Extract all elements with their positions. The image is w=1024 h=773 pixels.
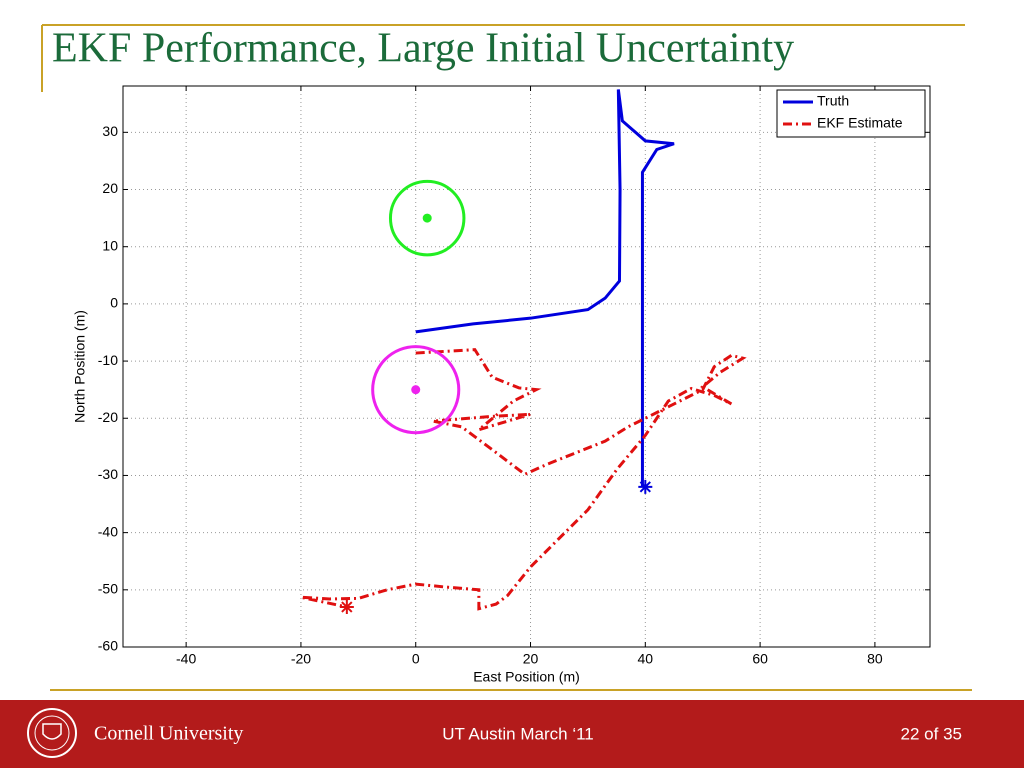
x-tick-label: 20 xyxy=(523,651,539,667)
y-tick-label: -40 xyxy=(98,523,118,539)
y-tick-label: 0 xyxy=(110,295,118,311)
footer-event: UT Austin March ‘11 xyxy=(442,724,594,743)
y-tick-label: -30 xyxy=(98,466,118,482)
uncertainty-circle xyxy=(371,345,461,435)
y-tick-label: -50 xyxy=(98,581,118,597)
center-marker xyxy=(422,213,432,223)
y-tick-label: -10 xyxy=(98,352,118,368)
center-marker xyxy=(411,385,421,395)
logo xyxy=(27,708,77,758)
legend-label: Truth xyxy=(817,93,849,109)
end-marker xyxy=(339,599,354,614)
x-tick-label: 80 xyxy=(867,651,883,667)
footer-page: 22 of 35 xyxy=(901,724,962,743)
legend xyxy=(776,89,926,138)
end-marker xyxy=(638,479,653,494)
y-tick-label: 30 xyxy=(102,123,118,139)
y-axis-label: North Position (m) xyxy=(72,310,88,423)
y-tick-label: 10 xyxy=(102,237,118,253)
plot-frame xyxy=(122,85,931,648)
x-tick-label: 40 xyxy=(638,651,654,667)
chart: -40 -20 0 20 40 60 80 -60 -50 -40 -30 -20 -10 0 10 20 30… xyxy=(72,85,931,685)
y-tick-label: -20 xyxy=(98,409,118,425)
x-tick-label: -40 xyxy=(176,651,196,667)
line xyxy=(300,348,747,611)
x-tick-label: 0 xyxy=(412,651,420,667)
x-tick-label: 60 xyxy=(752,651,768,667)
x-axis-label: East Position (m) xyxy=(473,669,580,685)
uncertainty-circle xyxy=(388,179,466,257)
x-tick-label: -20 xyxy=(291,651,311,667)
y-tick-label: -60 xyxy=(98,638,118,654)
footer-org: Cornell University xyxy=(94,723,243,745)
line xyxy=(415,89,675,487)
footer-band xyxy=(0,700,1024,768)
legend-label: EKF Estimate xyxy=(817,115,903,131)
slide-title: EKF Performance, Large Initial Uncertain… xyxy=(52,26,794,72)
y-tick-label: 20 xyxy=(102,180,118,196)
plot-area xyxy=(123,86,930,647)
